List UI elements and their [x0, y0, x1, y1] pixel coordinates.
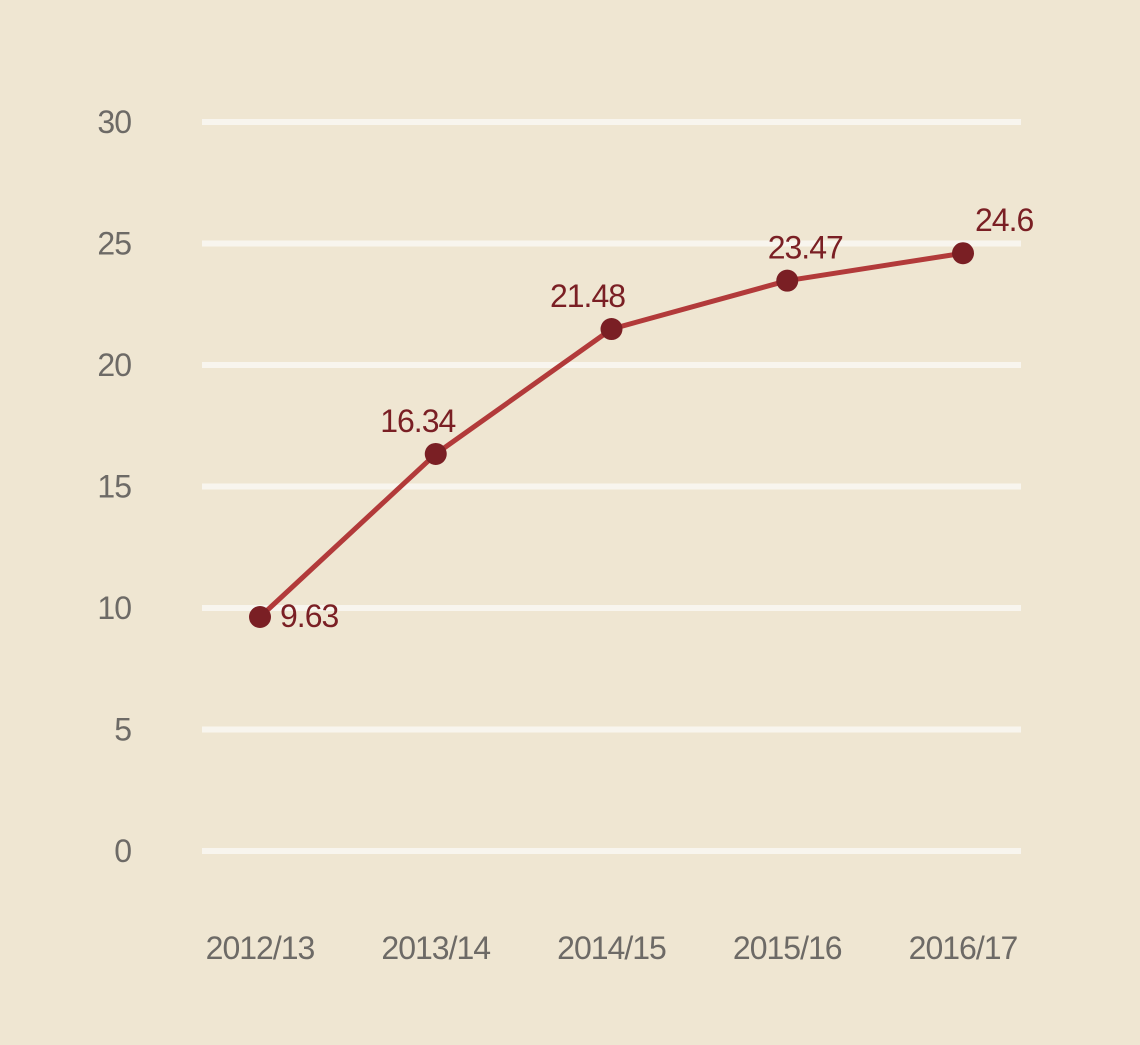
y-tick-label: 20 — [97, 347, 131, 383]
data-point-marker — [776, 269, 799, 292]
x-tick-label: 2014/15 — [557, 930, 666, 966]
data-point-marker — [424, 442, 447, 465]
y-tick-label: 15 — [97, 469, 131, 505]
x-tick-label: 2013/14 — [381, 930, 490, 966]
data-label: 16.34 — [380, 403, 455, 439]
x-axis-tick-labels: 2012/13 2013/14 2014/15 2015/16 2016/17 — [206, 930, 1019, 966]
y-tick-label: 30 — [97, 104, 131, 140]
data-label: 21.48 — [550, 278, 625, 314]
x-tick-label: 2016/17 — [909, 930, 1018, 966]
x-tick-label: 2015/16 — [733, 930, 842, 966]
data-label: 24.6 — [975, 202, 1033, 238]
y-tick-label: 10 — [97, 590, 131, 626]
y-axis-tick-labels: 0 5 10 15 20 25 30 — [97, 104, 132, 869]
data-point-marker — [952, 242, 974, 265]
y-tick-label: 25 — [97, 226, 131, 262]
series-markers — [249, 242, 974, 628]
data-label: 9.63 — [280, 598, 338, 634]
data-point-marker — [600, 318, 623, 341]
data-label: 23.47 — [768, 230, 843, 266]
y-tick-label: 0 — [114, 833, 131, 869]
data-labels: 9.63 16.34 21.48 23.47 24.6 — [280, 202, 1034, 634]
y-tick-label: 5 — [114, 712, 131, 748]
x-tick-label: 2012/13 — [206, 930, 315, 966]
gridlines — [202, 119, 1021, 854]
data-point-marker — [249, 605, 271, 628]
